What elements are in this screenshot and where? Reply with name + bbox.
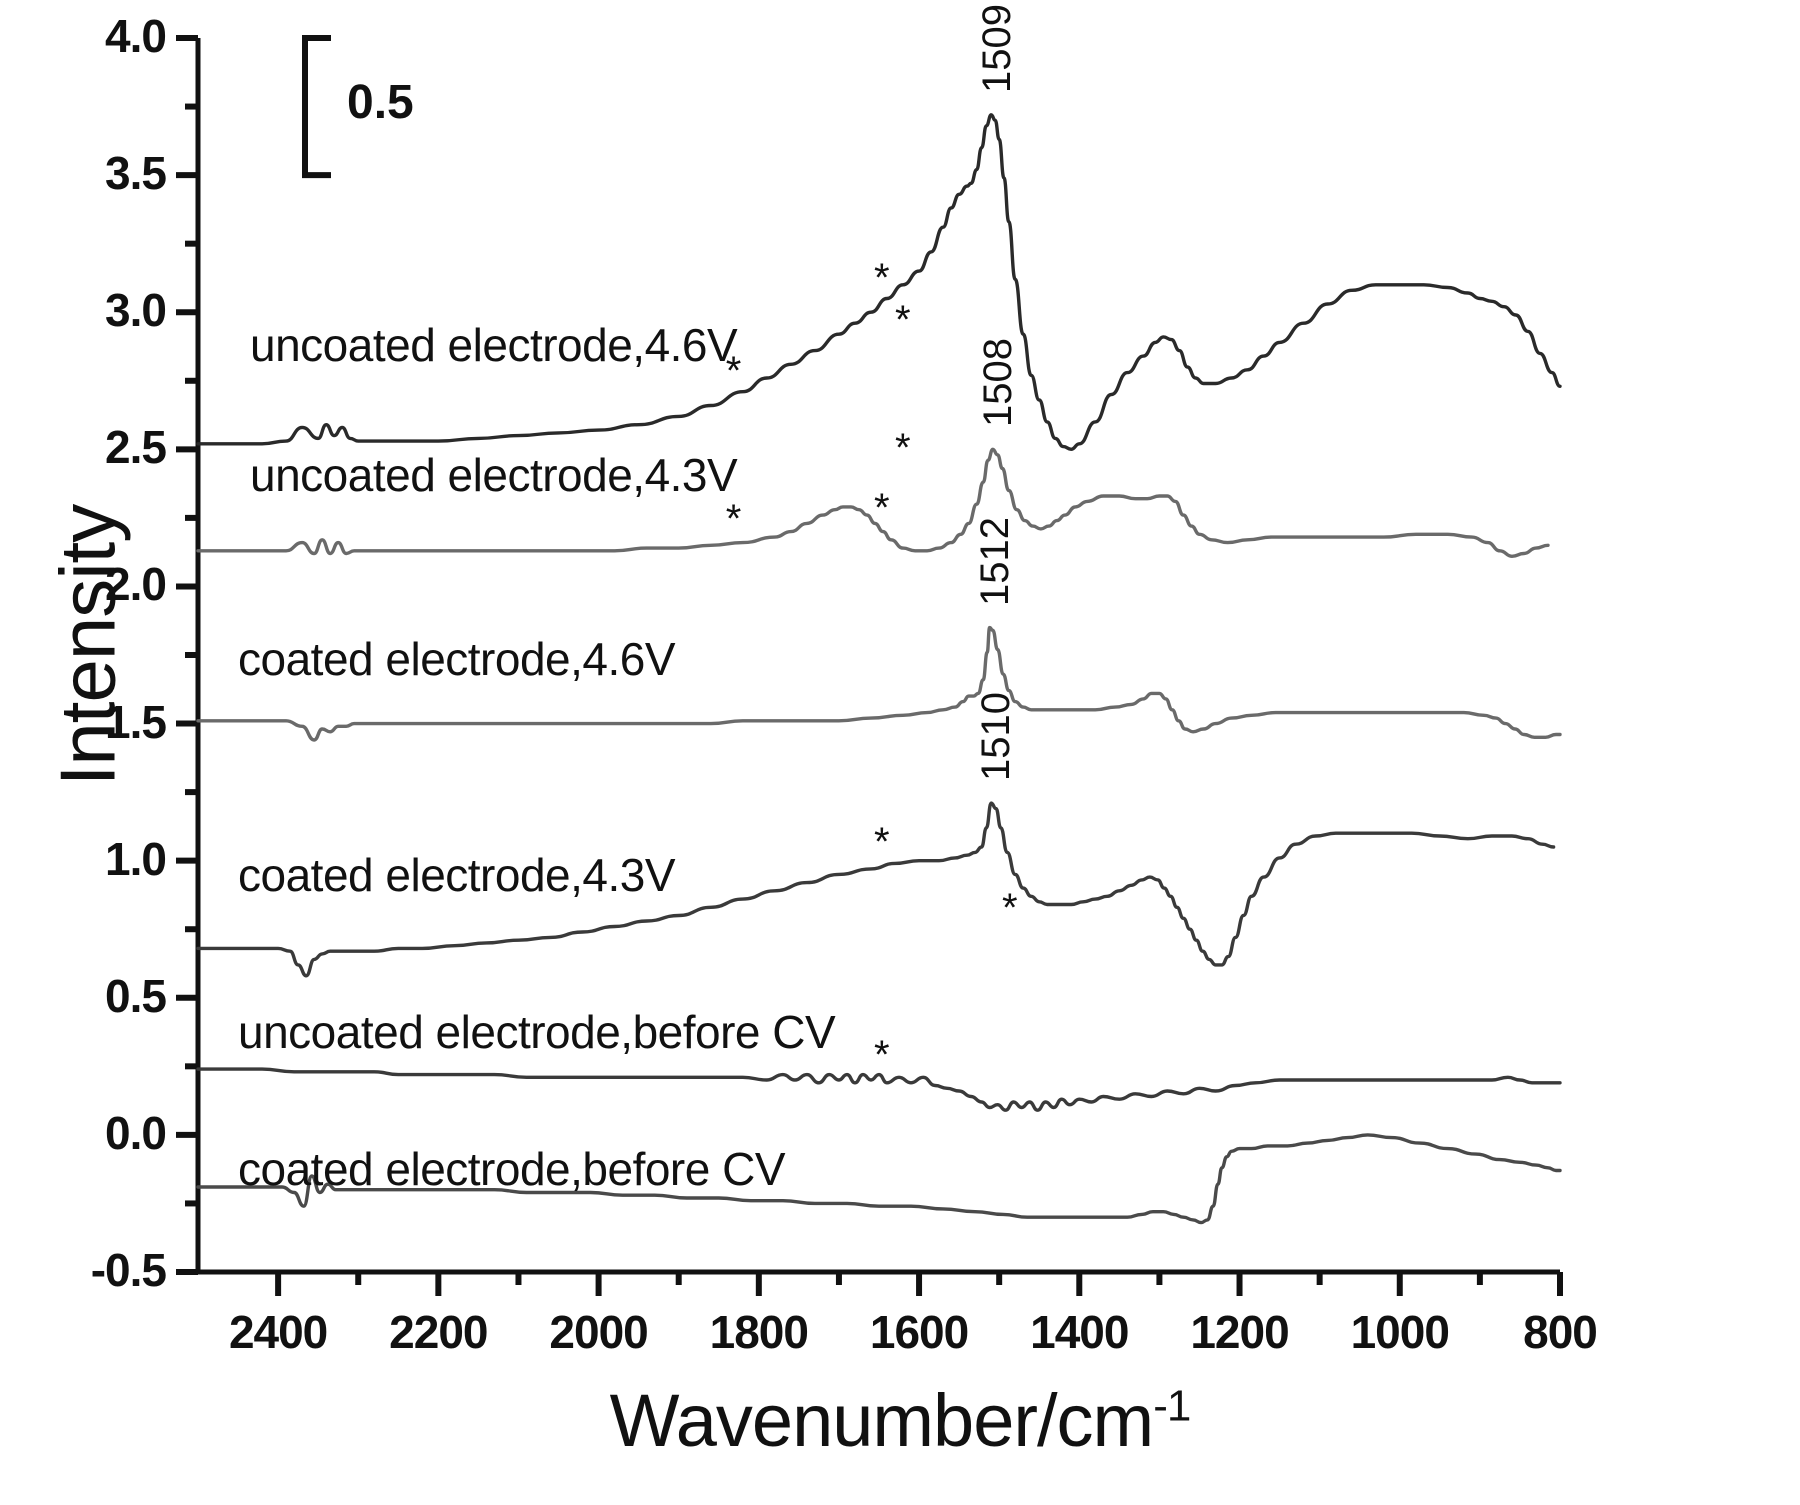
x-tick-label: 800 xyxy=(1523,1306,1598,1358)
spectrum-trace xyxy=(196,801,1556,978)
series-label: uncoated electrode,4.6V xyxy=(250,319,738,371)
y-tick-label: 2.5 xyxy=(105,421,167,474)
y-tick-label: 1.5 xyxy=(105,695,167,748)
asterisk-marker: * xyxy=(874,1032,890,1077)
spectrum-trace xyxy=(196,625,1562,742)
scale-bar-label: 0.5 xyxy=(347,75,414,129)
asterisk-marker: * xyxy=(895,426,911,470)
x-axis-title-text: Wavenumber/cm xyxy=(609,1379,1155,1462)
y-tick-label: 0.5 xyxy=(105,969,167,1022)
series-label: coated electrode,4.3V xyxy=(238,849,676,901)
y-tick-label: 3.0 xyxy=(105,284,167,337)
peak-annotation: 1512 xyxy=(972,516,1017,606)
asterisk-marker: * xyxy=(725,497,742,542)
x-tick-label: 1600 xyxy=(869,1306,969,1358)
x-tick-label: 1800 xyxy=(709,1306,809,1358)
asterisk-marker: * xyxy=(874,485,890,530)
asterisk-marker: * xyxy=(895,298,911,342)
peak-annotation: 1508 xyxy=(975,338,1020,428)
asterisk-marker: * xyxy=(725,349,742,394)
y-tick-label: 4.0 xyxy=(105,10,167,62)
series-label: coated electrode,4.6V xyxy=(238,633,676,685)
x-tick-label: 2400 xyxy=(228,1306,328,1358)
y-tick-label: 0.0 xyxy=(105,1106,167,1159)
series-label: coated electrode,before CV xyxy=(238,1143,786,1195)
peak-annotation: 1510 xyxy=(974,692,1019,782)
asterisk-marker: * xyxy=(874,820,890,865)
peak-annotation: 1509 xyxy=(974,3,1019,93)
spectrum-trace xyxy=(196,1133,1562,1225)
y-tick-label: 1.0 xyxy=(105,832,167,885)
x-tick-label: 2000 xyxy=(549,1306,648,1358)
asterisk-marker: * xyxy=(874,255,890,300)
x-tick-label: 2200 xyxy=(389,1306,488,1358)
y-tick-label: -0.5 xyxy=(90,1244,167,1296)
spectrum-trace xyxy=(196,1067,1562,1112)
x-tick-label: 1200 xyxy=(1190,1306,1289,1358)
x-tick-label: 1400 xyxy=(1030,1306,1129,1358)
spectrum-trace xyxy=(196,447,1550,558)
series-label: uncoated electrode,before CV xyxy=(238,1006,836,1058)
spectrum-trace xyxy=(196,113,1562,451)
y-tick-label: 3.5 xyxy=(105,147,167,200)
series-label: uncoated electrode,4.3V xyxy=(250,449,738,501)
asterisk-marker: * xyxy=(1002,886,1018,930)
x-axis-title: Wavenumber/cm-1 xyxy=(0,1378,1800,1463)
x-tick-label: 1000 xyxy=(1350,1306,1450,1358)
x-axis-title-exponent: -1 xyxy=(1153,1381,1191,1431)
y-tick-label: 2.0 xyxy=(105,558,167,611)
